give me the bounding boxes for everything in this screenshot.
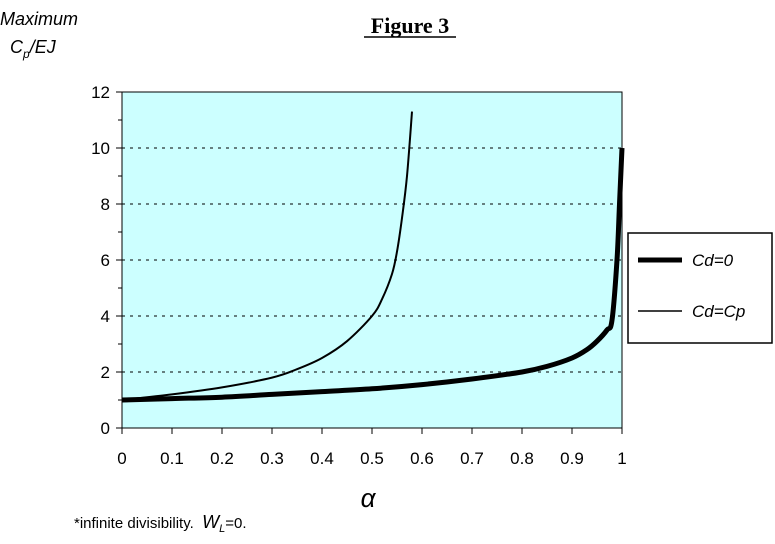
x-tick-label: 0.1 xyxy=(160,449,184,468)
legend-label-cd0: Cd=0 xyxy=(692,251,734,270)
x-tick-label: 0.4 xyxy=(310,449,334,468)
chart-title: Figure 3 xyxy=(371,13,449,38)
y-tick-label: 12 xyxy=(91,83,110,102)
y-axis-label-var: C xyxy=(10,37,24,57)
x-ticks: 0 0.1 0.2 0.3 0.4 0.5 0.6 0.7 0.8 0.9 1 xyxy=(117,428,627,468)
legend: Cd=0 Cd=Cp xyxy=(627,232,773,344)
y-tick-label: 0 xyxy=(101,419,110,438)
footnote-sub: L xyxy=(219,523,225,535)
y-tick-label: 4 xyxy=(101,307,110,326)
x-tick-label: 0.5 xyxy=(360,449,384,468)
legend-box xyxy=(627,232,773,344)
legend-label-cdcp: Cd=Cp xyxy=(692,302,745,321)
y-ticks: 0 2 4 6 8 10 12 xyxy=(91,83,122,438)
x-tick-label: 0.6 xyxy=(410,449,434,468)
series-group xyxy=(121,111,625,403)
y-axis-label-rest: /EJ xyxy=(28,37,57,57)
x-tick-label: 0 xyxy=(117,449,126,468)
y-axis-label-sub: p xyxy=(22,47,30,61)
footnote-text: *infinite divisibility. xyxy=(74,515,202,532)
y-tick-label: 2 xyxy=(101,363,110,382)
x-axis-label: α xyxy=(361,483,377,513)
series-line-cdcp xyxy=(121,111,413,401)
y-axis-label-line2: Cp/EJ xyxy=(10,37,57,61)
y-axis-label-line1: Maximum xyxy=(0,9,78,29)
x-tick-label: 1 xyxy=(617,449,626,468)
x-tick-label: 0.7 xyxy=(460,449,484,468)
y-tick-label: 8 xyxy=(101,195,110,214)
x-tick-label: 0.3 xyxy=(260,449,284,468)
y-tick-label: 6 xyxy=(101,251,110,270)
series-line-cd0 xyxy=(121,147,625,403)
x-tick-label: 0.8 xyxy=(510,449,534,468)
x-tick-label: 0.2 xyxy=(210,449,234,468)
x-tick-label: 0.9 xyxy=(560,449,584,468)
footnote-var: W xyxy=(202,512,221,532)
y-tick-label: 10 xyxy=(91,139,110,158)
footnote: *infinite divisibility. WL=0. xyxy=(74,512,247,535)
footnote-tail: =0. xyxy=(225,515,246,532)
